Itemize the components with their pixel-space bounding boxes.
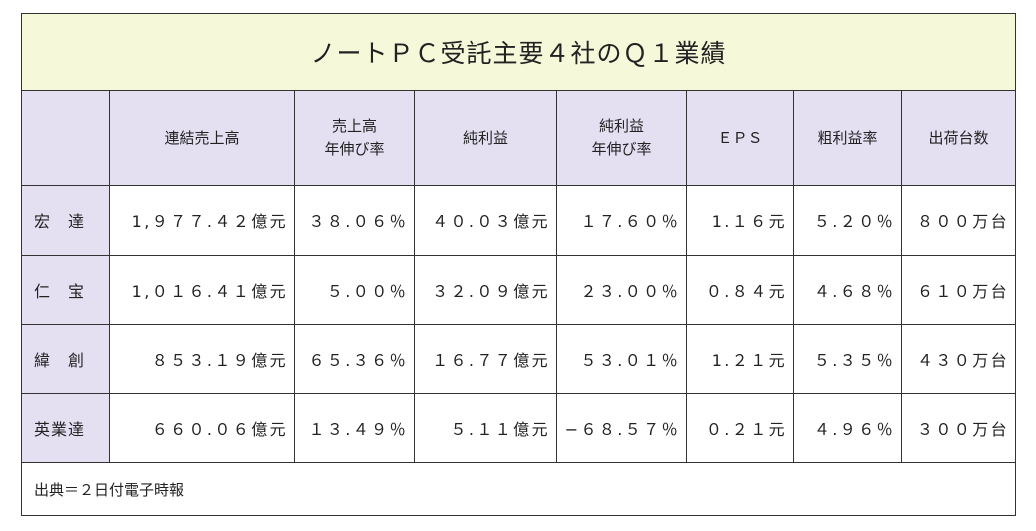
table-cell: ０.８４元: [686, 254, 794, 325]
table-cell: 1.１６元: [686, 185, 794, 256]
column-header: 粗利益率: [793, 90, 902, 187]
column-header-line1: 純利益: [462, 128, 508, 147]
table-cell: ５.２０％: [793, 185, 902, 256]
column-header-line1: 売上高: [331, 117, 377, 136]
column-header-line1: 粗利益率: [817, 128, 878, 147]
table-title: ノートＰＣ受託主要４社のＱ１業績: [20, 12, 1017, 92]
table-row: 英業達 ６６０.０６億元 １３.４９％ ５.１１億元 −６８.５７％ ０.２１元 ４.９６％…: [21, 392, 1017, 464]
table-cell: ６６０.０６億元: [109, 392, 295, 464]
column-header-line1: ＥＰＳ: [717, 128, 763, 147]
company-name-cell: 英業達: [21, 392, 110, 464]
column-header: 純利益: [414, 90, 557, 187]
table-row: 緯 創 ８５３.１９億元 ６５.３６％ １６.７７億元 ５３.０１％ 1.２１元 ５.３５％…: [21, 323, 1017, 394]
table-cell: −６８.５７％: [556, 392, 687, 464]
table-cell: 1,９７７.４２億元: [109, 185, 295, 256]
table-cell: １７.６０％: [556, 185, 687, 256]
header-row: 連結売上高 売上高 年伸び率 純利益 純利益 年伸び率 ＥＰＳ 粗利益率 出荷台数: [21, 90, 1017, 187]
table-cell: ５.１１億元: [414, 392, 557, 464]
table-cell: ３００万台: [900, 392, 1017, 464]
table-cell: ３８.０６％: [294, 185, 415, 256]
company-name-cell: 仁 宝: [21, 254, 110, 325]
table-cell: ４.９６％: [793, 392, 902, 464]
table-cell: ０.２１元: [686, 392, 794, 464]
table-cell: 1.２１元: [686, 323, 794, 394]
earnings-table: ノートＰＣ受託主要４社のＱ１業績 連結売上高 売上高 年伸び率 純利益 純利益 年伸び率 Ｅ…: [20, 12, 1017, 516]
source-note: 出典＝２日付電子時報: [20, 462, 1017, 516]
table-cell: １６.７７億元: [414, 323, 557, 394]
table-cell: ３２.０９億元: [414, 254, 557, 325]
table-cell: ８００万台: [900, 185, 1017, 256]
column-header-line2: 年伸び率: [591, 140, 652, 159]
table-cell: 1,０１６.４１億元: [109, 254, 295, 325]
column-header: 出荷台数: [900, 90, 1017, 187]
table-cell: ８５３.１９億元: [109, 323, 295, 394]
table-cell: ５３.０１％: [556, 323, 687, 394]
company-name-cell: 宏 達: [21, 185, 110, 256]
column-header-line1: 連結売上高: [164, 128, 240, 147]
table-cell: ４.６８％: [793, 254, 902, 325]
header-corner-cell: [21, 90, 110, 187]
column-header-line2: 年伸び率: [324, 140, 385, 159]
table-cell: ４３０万台: [900, 323, 1017, 394]
table-cell: ６５.３６％: [294, 323, 415, 394]
column-header-line1: 純利益: [598, 117, 644, 136]
column-header: 純利益 年伸び率: [556, 90, 687, 187]
table-row: 宏 達 1,９７７.４２億元 ３８.０６％ ４０.０３億元 １７.６０％ 1.１６元 ５.２…: [21, 185, 1017, 256]
company-name-cell: 緯 創: [21, 323, 110, 394]
table-cell: ２３.００％: [556, 254, 687, 325]
table-row: 仁 宝 1,０１６.４１億元 ５.００％ ３２.０９億元 ２３.００％ ０.８４元 ４.６８…: [21, 254, 1017, 325]
column-header: 売上高 年伸び率: [294, 90, 415, 187]
column-header: ＥＰＳ: [686, 90, 794, 187]
table-cell: ５.３５％: [793, 323, 902, 394]
column-header-line1: 出荷台数: [928, 128, 989, 147]
table-cell: １３.４９％: [294, 392, 415, 464]
table-cell: ６１０万台: [900, 254, 1017, 325]
table-cell: ４０.０３億元: [414, 185, 557, 256]
column-header: 連結売上高: [109, 90, 295, 187]
table-cell: ５.００％: [294, 254, 415, 325]
